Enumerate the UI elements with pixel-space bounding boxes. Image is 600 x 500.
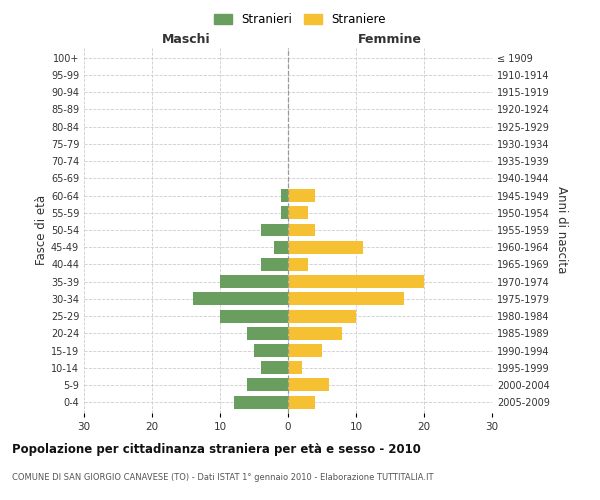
- Bar: [288, 189, 315, 202]
- Text: Femmine: Femmine: [358, 33, 422, 46]
- Y-axis label: Anni di nascita: Anni di nascita: [555, 186, 568, 274]
- Text: Popolazione per cittadinanza straniera per età e sesso - 2010: Popolazione per cittadinanza straniera p…: [12, 442, 421, 456]
- Bar: [261, 362, 288, 374]
- Bar: [247, 327, 288, 340]
- Bar: [288, 344, 322, 357]
- Bar: [193, 292, 288, 306]
- Bar: [288, 292, 404, 306]
- Bar: [288, 310, 356, 322]
- Bar: [254, 344, 288, 357]
- Bar: [288, 224, 315, 236]
- Bar: [220, 275, 288, 288]
- Bar: [288, 275, 424, 288]
- Bar: [281, 189, 288, 202]
- Bar: [288, 206, 308, 219]
- Bar: [220, 310, 288, 322]
- Bar: [247, 378, 288, 392]
- Y-axis label: Fasce di età: Fasce di età: [35, 195, 48, 265]
- Bar: [288, 396, 315, 408]
- Bar: [288, 241, 363, 254]
- Bar: [288, 362, 302, 374]
- Bar: [288, 378, 329, 392]
- Bar: [261, 258, 288, 271]
- Bar: [261, 224, 288, 236]
- Bar: [281, 206, 288, 219]
- Bar: [274, 241, 288, 254]
- Text: COMUNE DI SAN GIORGIO CANAVESE (TO) - Dati ISTAT 1° gennaio 2010 - Elaborazione : COMUNE DI SAN GIORGIO CANAVESE (TO) - Da…: [12, 472, 433, 482]
- Bar: [233, 396, 288, 408]
- Text: Maschi: Maschi: [161, 33, 211, 46]
- Legend: Stranieri, Straniere: Stranieri, Straniere: [209, 8, 391, 31]
- Bar: [288, 258, 308, 271]
- Bar: [288, 327, 343, 340]
